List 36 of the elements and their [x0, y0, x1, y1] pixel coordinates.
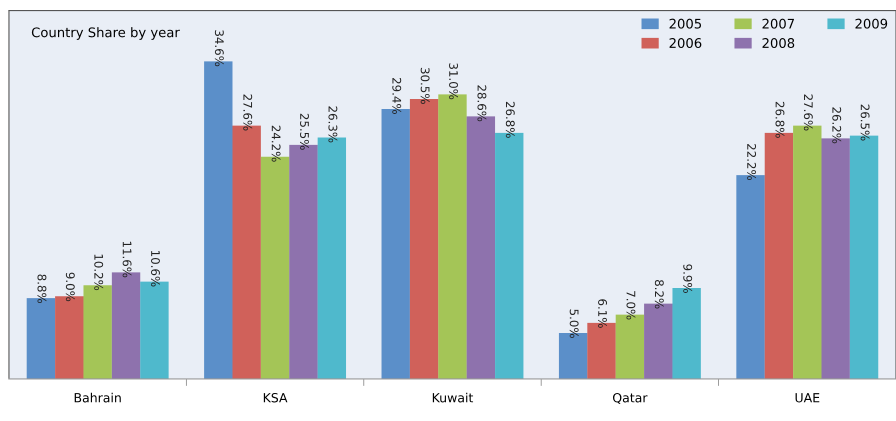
data-label: 26.3%: [328, 106, 338, 142]
data-label: 29.4%: [392, 78, 402, 114]
data-label: 31.0%: [449, 63, 458, 100]
chart-title: Country Share by year: [32, 27, 180, 40]
data-label: 11.6%: [122, 242, 132, 278]
x-tick-label: KSA: [264, 393, 288, 402]
data-label: 26.2%: [832, 107, 842, 144]
data-label: 30.5%: [420, 68, 430, 104]
data-label: 9.9%: [683, 264, 692, 293]
data-label: 5.0%: [570, 309, 579, 338]
x-tick-label: Qatar: [612, 393, 648, 404]
data-label: 8.8%: [37, 274, 46, 304]
legend-label: 2005: [670, 18, 702, 29]
legend-label: 2009: [855, 18, 888, 29]
data-label: 25.5%: [300, 114, 309, 150]
data-label: 34.6%: [214, 30, 224, 66]
data-label: 6.1%: [598, 299, 608, 328]
data-label: 27.6%: [804, 94, 813, 130]
data-label: 22.2%: [747, 144, 756, 180]
data-label: 26.8%: [506, 102, 515, 138]
data-label: 26.8%: [775, 102, 784, 138]
data-label: 8.2%: [654, 280, 664, 309]
x-tick-label: Bahrain: [74, 392, 121, 402]
data-label: 24.2%: [272, 126, 281, 162]
x-tick-label: Kuwait: [432, 392, 474, 402]
legend-label: 2008: [762, 38, 794, 48]
data-label: 26.5%: [860, 104, 870, 141]
data-label: 7.0%: [626, 291, 636, 320]
data-label: 10.6%: [151, 250, 160, 287]
data-label: 10.2%: [94, 254, 104, 290]
data-label: 9.0%: [66, 272, 75, 302]
legend-label: 2007: [762, 18, 794, 29]
data-label: 28.6%: [477, 85, 486, 122]
legend-label: 2006: [670, 38, 702, 48]
x-tick-label: UAE: [796, 393, 820, 402]
data-label: 27.6%: [243, 94, 252, 130]
